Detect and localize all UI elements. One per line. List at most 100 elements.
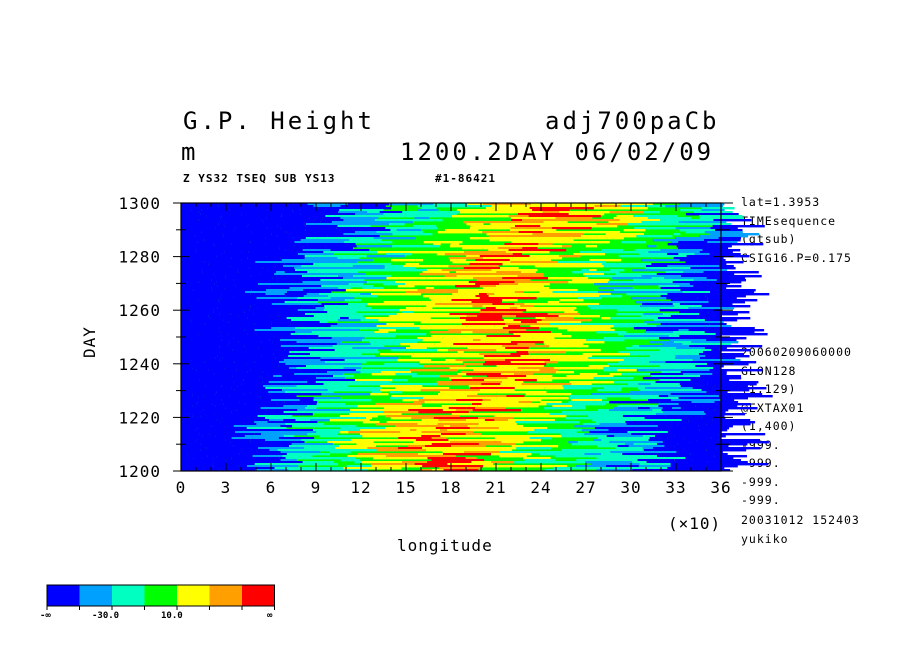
heatmap-cell	[573, 293, 611, 296]
heatmap-cell	[192, 367, 225, 370]
heatmap-cell	[395, 425, 444, 428]
heatmap-cell	[221, 385, 238, 388]
heatmap-cell	[451, 215, 502, 218]
heatmap-cell	[476, 279, 531, 282]
heatmap-cell	[450, 441, 502, 444]
heatmap-cell	[260, 375, 274, 378]
heatmap-cell	[276, 275, 303, 278]
heatmap-cell	[642, 377, 697, 380]
y-tick-label: 1220	[118, 408, 161, 427]
heatmap-cell	[577, 455, 618, 458]
heatmap-cell	[532, 337, 555, 340]
heatmap-cell	[335, 447, 368, 450]
heatmap-cell	[437, 211, 449, 214]
heatmap-cell	[688, 421, 707, 424]
heatmap-cell	[640, 389, 650, 392]
heatmap-cell	[239, 453, 287, 456]
heatmap-cell	[295, 331, 312, 334]
heatmap-cell	[346, 465, 372, 468]
heatmap-cell	[447, 463, 493, 466]
heatmap-cell	[630, 391, 676, 394]
heatmap-cell	[597, 437, 650, 440]
heatmap-cell	[304, 447, 336, 450]
heatmap-cell	[439, 391, 479, 394]
heatmap-cell	[464, 439, 488, 442]
heatmap-cell	[686, 417, 702, 420]
heatmap-cell	[321, 285, 373, 288]
heatmap-cell	[546, 403, 572, 406]
heatmap-cell	[392, 245, 434, 248]
heatmap-cell	[705, 295, 746, 298]
heatmap-cell	[192, 415, 201, 418]
heatmap-cell	[514, 281, 569, 284]
heatmap-cell	[213, 309, 250, 312]
heatmap-cell	[283, 359, 313, 362]
heatmap-cell	[579, 467, 622, 470]
heatmap-cell	[683, 447, 717, 450]
heatmap-cell	[474, 329, 527, 332]
heatmap-cell	[306, 223, 336, 226]
heatmap-cell	[312, 359, 321, 362]
heatmap-cell	[583, 273, 604, 276]
heatmap-cell	[618, 351, 671, 354]
heatmap-cell	[649, 255, 687, 258]
heatmap-cell	[548, 277, 589, 280]
heatmap-cell	[181, 271, 189, 274]
heatmap-cell	[704, 239, 741, 242]
heatmap-cell	[333, 411, 384, 414]
heatmap-cell	[313, 397, 341, 400]
heatmap-cell	[231, 457, 280, 460]
heatmap-cell	[228, 343, 238, 346]
heatmap-cell	[181, 263, 209, 266]
heatmap-cell	[485, 207, 493, 210]
heatmap-cell	[475, 259, 510, 262]
heatmap-cell	[396, 229, 422, 232]
heatmap-cell	[416, 437, 432, 440]
y-tick-label: 1240	[118, 355, 161, 374]
heatmap-cell	[362, 339, 396, 342]
heatmap-cell	[265, 387, 305, 390]
heatmap-cell	[444, 253, 461, 256]
heatmap-cell	[313, 281, 367, 284]
heatmap-cell	[247, 225, 278, 228]
heatmap-cell	[706, 465, 738, 468]
heatmap-cell	[383, 439, 416, 442]
heatmap-cell	[685, 231, 705, 234]
heatmap-cell	[567, 329, 615, 332]
heatmap-cell	[406, 463, 415, 466]
heatmap-cell	[297, 299, 318, 302]
heatmap-cell	[464, 451, 500, 454]
heatmap-cell	[326, 355, 360, 358]
heatmap-cell	[478, 423, 517, 426]
heatmap-cell	[657, 425, 699, 428]
heatmap-cell	[245, 319, 292, 322]
heatmap-cell	[181, 371, 212, 374]
heatmap-cell	[348, 335, 396, 338]
heatmap-cell	[554, 367, 563, 370]
heatmap-cell	[661, 429, 700, 432]
heatmap-cell	[669, 339, 707, 342]
heatmap-cell	[238, 465, 248, 468]
heatmap-cell	[660, 219, 714, 222]
heatmap-cell	[347, 369, 356, 372]
heatmap-cell	[271, 327, 296, 330]
heatmap-cell	[528, 297, 537, 300]
heatmap-cell	[462, 247, 483, 250]
heatmap-cell	[599, 433, 632, 436]
heatmap-cell	[235, 431, 261, 434]
heatmap-cell	[181, 311, 214, 314]
heatmap-cell	[229, 209, 250, 212]
heatmap-cell	[659, 337, 711, 340]
heatmap-cell	[579, 295, 600, 298]
heatmap-cell	[426, 423, 438, 426]
heatmap-cell	[251, 207, 284, 210]
heatmap-cell	[275, 357, 302, 360]
heatmap-cell	[518, 283, 550, 286]
heatmap-cell	[633, 443, 658, 446]
heatmap-cell	[635, 291, 683, 294]
heatmap-cell	[284, 263, 314, 266]
heatmap-cell	[627, 223, 673, 226]
heatmap-cell	[502, 327, 513, 330]
heatmap-cell	[609, 211, 621, 214]
heatmap-cell	[181, 235, 196, 238]
